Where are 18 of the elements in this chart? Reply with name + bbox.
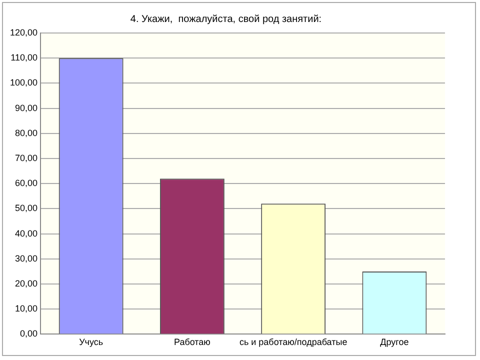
x-tick-label: Работаю [174,337,211,348]
y-tick-label: 120,00 [10,27,38,38]
x-tick-label: Другое [380,337,409,348]
chart-title: 4. Укажи, пожалуйста, свой род занятий: [130,14,322,25]
y-tick-label: 50,00 [14,203,38,214]
y-tick-label: 110,00 [10,52,38,63]
y-tick-label: 80,00 [14,128,38,138]
y-tick-label: 30,00 [14,253,38,264]
x-tick-label: сь и работаю/подрабатые [239,337,348,348]
y-tick-label: 70,00 [14,152,38,163]
y-tick-label: 100,00 [10,78,38,88]
y-tick-label: 10,00 [14,304,38,314]
y-tick-label: 90,00 [14,102,38,113]
y-tick-label: 0,00 [20,328,38,339]
y-tick-label: 60,00 [14,178,38,188]
x-tick-label: Учусь [79,337,104,348]
y-tick-label: 20,00 [14,278,38,288]
y-tick-label: 40,00 [14,228,38,238]
